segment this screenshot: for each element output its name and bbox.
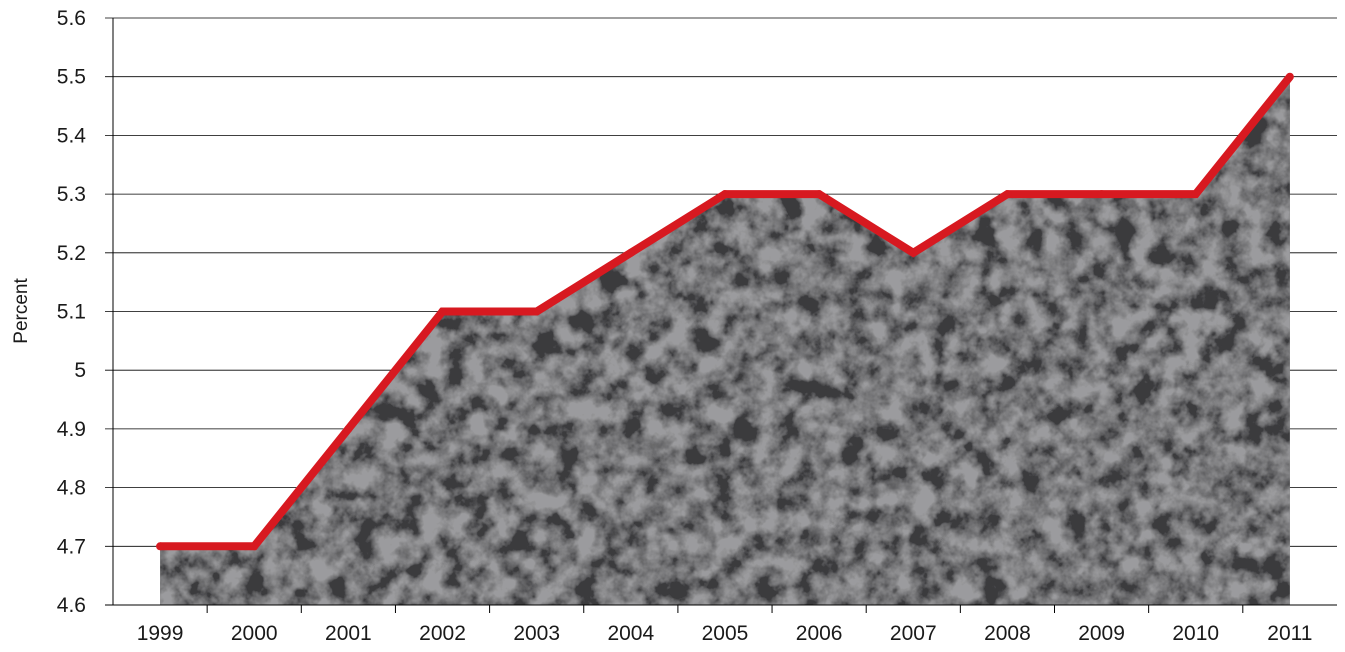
data-point (626, 248, 635, 257)
x-tick-label: 2011 (1267, 622, 1312, 645)
data-point (438, 307, 447, 316)
y-axis-label: Percent (11, 278, 32, 344)
y-tick-label: 5.4 (57, 124, 87, 147)
data-point (1003, 190, 1012, 199)
area-fill (160, 76, 1290, 605)
data-point (909, 248, 918, 257)
x-tick-label: 2009 (1078, 622, 1125, 645)
x-tick-label: 2005 (702, 622, 749, 645)
y-tick-label: 4.8 (57, 477, 86, 500)
axes (105, 18, 1337, 613)
series-line-layer (156, 72, 1294, 551)
y-tick-label: 5.1 (57, 301, 86, 324)
data-point (344, 424, 353, 433)
x-tick-label: 2004 (607, 622, 654, 645)
x-tick-label: 2006 (796, 622, 843, 645)
y-tick-label: 5.3 (57, 183, 86, 206)
data-point (156, 542, 165, 551)
y-tick-label: 5.2 (57, 242, 86, 265)
x-tick-labels: 1999 2000 2001 2002 2003 2004 2005 2006 2007 2008… (137, 622, 1313, 645)
data-point (250, 542, 259, 551)
x-tick-label: 2002 (419, 622, 466, 645)
y-tick-label: 5 (74, 359, 86, 382)
y-tick-label: 4.9 (57, 418, 86, 441)
x-tick-label: 2001 (325, 622, 372, 645)
data-point (1285, 72, 1294, 81)
data-point (532, 307, 541, 316)
x-tick-label: 2007 (890, 622, 937, 645)
x-tick-label: 1999 (137, 622, 184, 645)
data-point (1097, 190, 1106, 199)
data-point (1191, 190, 1200, 199)
x-tick-label: 2010 (1172, 622, 1219, 645)
y-tick-label: 5.6 (57, 7, 86, 30)
data-point (815, 190, 824, 199)
y-tick-label: 5.5 (57, 66, 86, 89)
area-fill-layer (160, 76, 1290, 605)
data-point (720, 190, 729, 199)
y-tick-label: 4.7 (57, 535, 86, 558)
y-tick-label: 4.6 (57, 594, 86, 617)
x-tick-label: 2000 (231, 622, 278, 645)
x-tick-label: 2008 (984, 622, 1031, 645)
x-tick-label: 2003 (513, 622, 560, 645)
y-tick-labels: 4.6 4.7 4.8 4.9 5 5.1 5.2 5.3 5.4 5.5 5.6 (57, 7, 87, 617)
